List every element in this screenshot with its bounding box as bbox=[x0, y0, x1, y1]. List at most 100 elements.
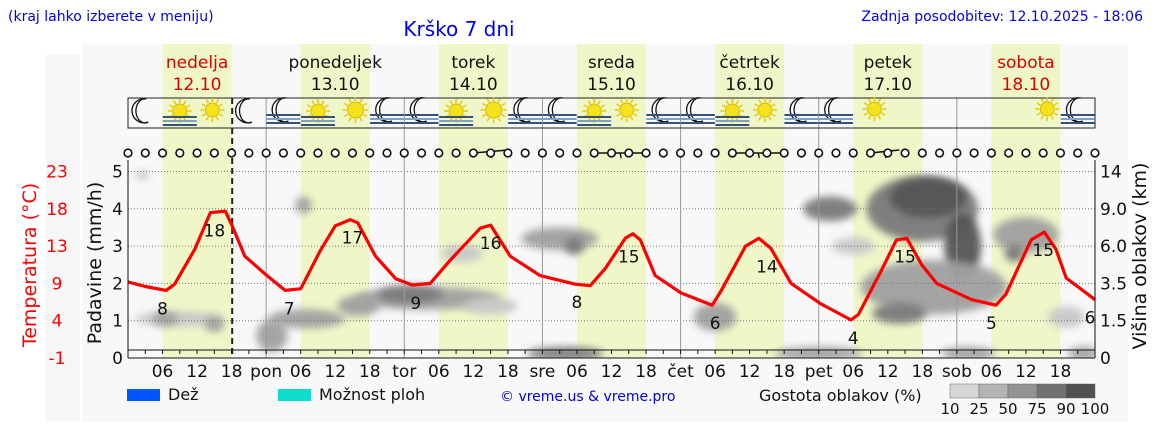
temperature-label: 5 bbox=[986, 314, 997, 334]
sun-ray bbox=[205, 116, 209, 121]
x-tick-label: 06 bbox=[704, 362, 726, 382]
temperature-tick-label: 18 bbox=[46, 200, 68, 220]
sun-ray bbox=[343, 113, 349, 118]
temperature-label: 7 bbox=[284, 299, 295, 319]
cloud-height-axis-label: Višina oblakov (km) bbox=[1129, 163, 1151, 350]
moon-fog-icon bbox=[680, 97, 715, 124]
sun-ray bbox=[725, 100, 730, 105]
sun-ray bbox=[173, 100, 177, 105]
temperature-label: 15 bbox=[1032, 241, 1054, 261]
moon-fog-icon bbox=[1060, 97, 1095, 124]
sun-ray bbox=[486, 117, 490, 122]
temperature-series: 8 18 7 17 9 16 8 15 6 14 4 15 5 15 6 bbox=[127, 209, 1096, 349]
sun-ray bbox=[215, 99, 219, 104]
temperature-label: 15 bbox=[894, 247, 916, 267]
x-tick-label: 18 bbox=[359, 362, 381, 382]
sun-ray bbox=[600, 104, 605, 108]
sun-small-cloud-icon bbox=[752, 98, 777, 122]
wind-calm-marker bbox=[278, 148, 289, 158]
sun-icon bbox=[346, 101, 364, 119]
wind-calm-marker bbox=[883, 148, 893, 158]
sun-ray bbox=[1050, 98, 1054, 103]
cloud-density-blob bbox=[521, 227, 599, 251]
wind-calm-marker bbox=[1038, 148, 1048, 158]
wind-calm-marker bbox=[399, 148, 409, 158]
wind-barb-tick bbox=[619, 152, 622, 159]
x-tick-label: 06 bbox=[428, 362, 450, 382]
day-name: ponedeljek bbox=[288, 53, 382, 73]
x-tick-label: sob bbox=[942, 362, 972, 382]
wind-calm-marker bbox=[900, 148, 910, 158]
sun-icon bbox=[172, 103, 188, 119]
temperature-tick-label: -1 bbox=[49, 349, 66, 369]
moon-icon bbox=[235, 98, 253, 124]
wind-calm-marker bbox=[848, 148, 858, 158]
x-tick-label: 18 bbox=[221, 362, 243, 382]
x-tick-label: sre bbox=[529, 362, 555, 382]
temperature-label: 8 bbox=[572, 293, 583, 313]
wind-calm-marker bbox=[1090, 148, 1100, 158]
sun-ray bbox=[758, 116, 762, 121]
cloud-sun-icon bbox=[862, 97, 887, 121]
wind-calm-marker bbox=[831, 148, 841, 158]
sun-cloud-icon bbox=[342, 97, 369, 123]
sun-ray bbox=[486, 98, 490, 103]
sun-ray bbox=[867, 115, 872, 120]
wind-calm-marker bbox=[658, 148, 668, 158]
wind-calm-marker bbox=[347, 148, 358, 158]
sun-ray bbox=[616, 113, 621, 117]
sun-ray bbox=[754, 103, 759, 107]
daylight-band bbox=[576, 44, 647, 358]
wind-calm-marker bbox=[624, 148, 634, 158]
x-tick-label: 06 bbox=[981, 362, 1003, 382]
wind-calm-marker bbox=[537, 148, 548, 158]
temperature-line bbox=[127, 209, 1096, 322]
sun-ray bbox=[754, 113, 759, 117]
sun-ray bbox=[362, 102, 368, 107]
axes: 06 12 18 pon 06 12 18 tor 06 12 18 sre 06 12 18 čet 06 12… bbox=[46, 160, 1127, 382]
wind-calm-marker bbox=[952, 148, 962, 158]
cloud-density-scale: 10 25 50 75 90 100 bbox=[940, 383, 1109, 418]
cloud-density-blob bbox=[693, 302, 737, 332]
wind-calm-marker bbox=[416, 148, 427, 158]
sun-ray bbox=[169, 104, 174, 108]
cloud-density-legend-label: Gostota oblakov (%) bbox=[759, 386, 922, 405]
left-panel-bg bbox=[46, 55, 80, 422]
chart-title: Krško 7 dni bbox=[403, 17, 514, 41]
sun-ray bbox=[462, 104, 467, 108]
sun-ray bbox=[186, 104, 191, 108]
cloud-density-blob bbox=[564, 237, 584, 255]
location-hint[interactable]: (kraj lahko izberete v meniju) bbox=[8, 9, 214, 25]
cloud-density-blob bbox=[1004, 244, 1025, 263]
x-tick-label: 12 bbox=[186, 362, 208, 382]
wind-calm-marker bbox=[986, 148, 996, 158]
wind-calm-marker bbox=[140, 148, 150, 158]
daylight-band bbox=[991, 44, 1061, 358]
copyright-link[interactable]: © vreme.us & vreme.pro bbox=[500, 389, 675, 405]
x-tick-label: 12 bbox=[601, 362, 623, 382]
sun-ray bbox=[633, 113, 638, 117]
sun-fog-icon bbox=[715, 99, 750, 126]
sun-ray bbox=[587, 100, 591, 105]
moon-fog-icon bbox=[818, 97, 853, 124]
x-tick-label: pon bbox=[250, 362, 282, 382]
cloud-height-tick-label: 0 bbox=[1100, 349, 1111, 369]
sun-ray bbox=[768, 116, 772, 121]
cloud-density-blob bbox=[267, 309, 345, 329]
moon-cloud-icon bbox=[235, 98, 253, 124]
wind-calm-marker bbox=[727, 148, 737, 158]
wind-calm-marker bbox=[261, 148, 271, 158]
temperature-label: 18 bbox=[204, 222, 226, 242]
sun-ray bbox=[877, 115, 882, 120]
sun-ray bbox=[445, 104, 450, 108]
moon-fog-icon bbox=[508, 97, 543, 124]
wind-calm-marker bbox=[468, 148, 478, 158]
cloud-density-blob bbox=[152, 312, 179, 326]
sun-fog-icon bbox=[439, 99, 474, 126]
wind-calm-marker bbox=[157, 148, 168, 158]
sun-ray bbox=[616, 103, 621, 107]
cloud-scale-label: 50 bbox=[998, 400, 1017, 418]
sun-fog-icon bbox=[162, 99, 197, 126]
